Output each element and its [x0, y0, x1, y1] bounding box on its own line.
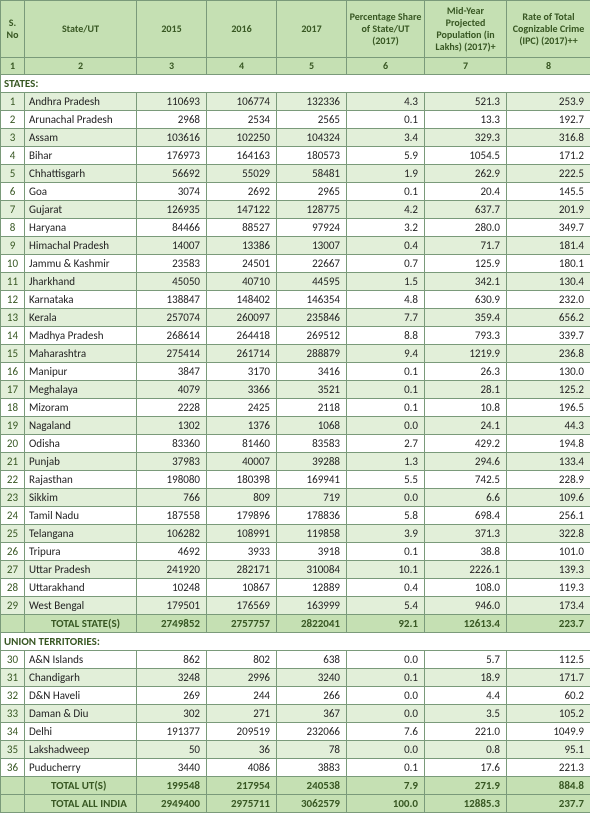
crime-stats-table: S. No State/UT 2015 2016 2017 Percentage… [0, 0, 590, 813]
total-row: TOTAL ALL INDIA294940029757113062579100.… [1, 795, 590, 813]
table-row: 30A&N Islands8628026380.05.7112.5 [1, 651, 590, 669]
table-header: S. No State/UT 2015 2016 2017 Percentage… [1, 1, 590, 75]
table-row: 14Madhya Pradesh2686142644182695128.8793… [1, 327, 590, 345]
table-row: 23Sikkim7668097190.06.6109.6 [1, 489, 590, 507]
table-row: 28Uttarakhand1024810867128890.4108.0119.… [1, 579, 590, 597]
table-row: 25Telangana1062821089911198583.9371.3322… [1, 525, 590, 543]
table-row: 3Assam1036161022501043243.4329.3316.8 [1, 129, 590, 147]
table-row: 27Uttar Pradesh24192028217131008410.1222… [1, 561, 590, 579]
colnum-1: 1 [1, 58, 25, 75]
table-row: 18Mizoram2228242521180.110.8196.5 [1, 399, 590, 417]
table-row: 15Maharashtra2754142617142888799.41219.9… [1, 345, 590, 363]
col-pct: Percentage Share of State/UT (2017) [347, 1, 425, 58]
table-row: 5Chhattisgarh5669255029584811.9262.9222.… [1, 165, 590, 183]
colnum-8: 8 [507, 58, 590, 75]
colnum-6: 6 [347, 58, 425, 75]
col-pop: Mid-Year Projected Population (in Lakhs)… [425, 1, 507, 58]
table-row: 17Meghalaya4079336635210.128.1125.2 [1, 381, 590, 399]
table-row: 4Bihar1769731641631805735.91054.5171.2 [1, 147, 590, 165]
table-row: 9Himachal Pradesh1400713386130070.471.71… [1, 237, 590, 255]
table-row: 8Haryana8446688527979243.2280.0349.7 [1, 219, 590, 237]
colnum-2: 2 [25, 58, 137, 75]
table-row: 2Arunachal Pradesh2968253425650.113.3192… [1, 111, 590, 129]
table-row: 26Tripura4692393339180.138.8101.0 [1, 543, 590, 561]
table-row: 33Daman & Diu3022713670.03.5105.2 [1, 705, 590, 723]
section-header: UNION TERRITORIES: [1, 633, 590, 651]
colnum-3: 3 [137, 58, 207, 75]
col-sno: S. No [1, 1, 25, 58]
table-row: 16Manipur3847317034160.126.3130.0 [1, 363, 590, 381]
col-2017: 2017 [277, 1, 347, 58]
table-row: 35Lakshadweep5036780.00.895.1 [1, 741, 590, 759]
table-body: STATES:1Andhra Pradesh110693106774132336… [1, 75, 590, 813]
table-row: 12Karnataka1388471484021463544.8630.9232… [1, 291, 590, 309]
total-row: TOTAL UT(S)1995482179542405387.9271.9884… [1, 777, 590, 795]
table-row: 29West Bengal1795011765691639995.4946.01… [1, 597, 590, 615]
table-row: 32D&N Haveli2692442660.04.460.2 [1, 687, 590, 705]
table-row: 6Goa3074269229650.120.4145.5 [1, 183, 590, 201]
table-row: 22Rajasthan1980801803981699415.5742.5228… [1, 471, 590, 489]
table-row: 7Gujarat1269351471221287754.2637.7201.9 [1, 201, 590, 219]
table-row: 21Punjab3798340007392881.3294.6133.4 [1, 453, 590, 471]
colnum-4: 4 [207, 58, 277, 75]
table-row: 11Jharkhand4505040710445951.5342.1130.4 [1, 273, 590, 291]
col-rate: Rate of Total Cognizable Crime (IPC) (20… [507, 1, 590, 58]
table-row: 10Jammu & Kashmir2358324501226670.7125.9… [1, 255, 590, 273]
col-2015: 2015 [137, 1, 207, 58]
table-row: 24Tamil Nadu1875581798961788365.8698.425… [1, 507, 590, 525]
colnum-5: 5 [277, 58, 347, 75]
table-row: 13Kerala2570742600972358467.7359.4656.2 [1, 309, 590, 327]
section-header: STATES: [1, 75, 590, 93]
table-row: 31Chandigarh3248299632400.118.9171.7 [1, 669, 590, 687]
total-row: TOTAL STATE(S)27498522757757282204192.11… [1, 615, 590, 633]
table-row: 1Andhra Pradesh1106931067741323364.3521.… [1, 93, 590, 111]
col-state: State/UT [25, 1, 137, 58]
colnum-7: 7 [425, 58, 507, 75]
col-2016: 2016 [207, 1, 277, 58]
table-row: 19Nagaland1302137610680.024.144.3 [1, 417, 590, 435]
table-row: 34Delhi1913772095192320667.6221.01049.9 [1, 723, 590, 741]
table-row: 20Odisha8336081460835832.7429.2194.8 [1, 435, 590, 453]
